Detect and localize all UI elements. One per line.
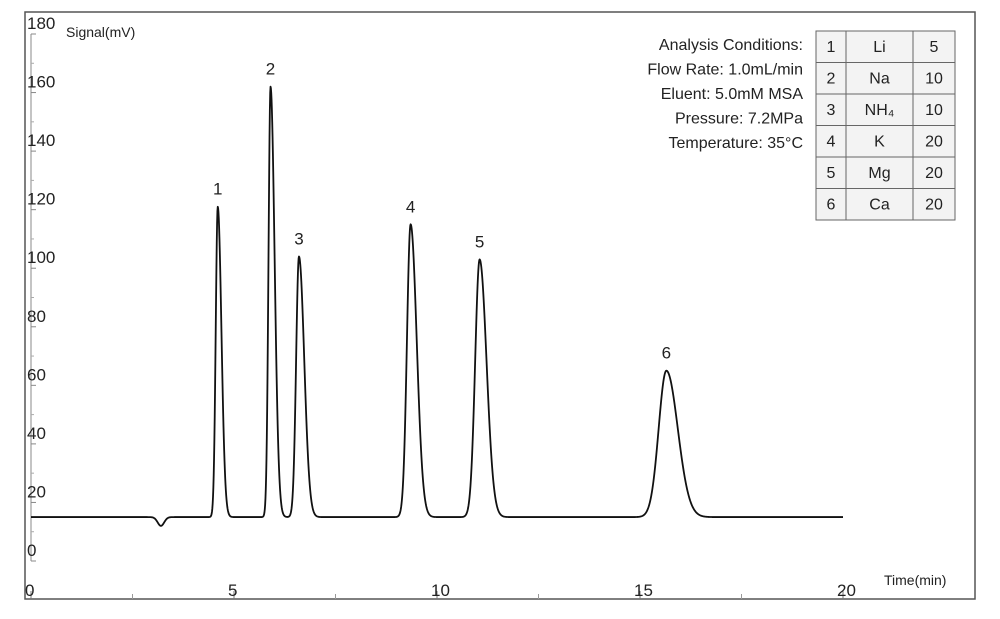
- table-cell: K: [874, 134, 885, 151]
- table-cell: 5: [930, 39, 939, 56]
- table-cell: Ca: [869, 197, 890, 214]
- table-cell: 20: [925, 134, 943, 151]
- table-cell: 3: [827, 102, 836, 119]
- condition-line: Pressure: 7.2MPa: [675, 111, 803, 128]
- x-tick-label: 15: [634, 581, 653, 600]
- analysis-conditions: Analysis Conditions: Flow Rate: 1.0mL/min…: [647, 37, 803, 152]
- y-axis: 0 20 40 60 80 100 120 140 160 180: [27, 14, 55, 562]
- table-cell: Li: [873, 39, 885, 56]
- y-tick-label: 80: [27, 307, 46, 326]
- table-cell: 6: [827, 197, 836, 214]
- y-tick-label: 60: [27, 365, 46, 384]
- peak-label: 5: [475, 232, 484, 251]
- y-tick-label: 120: [27, 190, 55, 209]
- y-tick-label: 20: [27, 482, 46, 501]
- x-tick-label: 0: [25, 581, 34, 600]
- peak-label: 1: [213, 180, 222, 199]
- table-cell: 1: [827, 39, 836, 56]
- condition-line: Flow Rate: 1.0mL/min: [647, 62, 803, 79]
- y-axis-title: Signal(mV): [66, 24, 135, 40]
- table-cell: Na: [869, 71, 890, 88]
- condition-line: Analysis Conditions:: [659, 37, 803, 54]
- table-cell: 5: [827, 165, 836, 182]
- condition-line: Eluent: 5.0mM MSA: [661, 86, 804, 103]
- peak-label: 4: [406, 197, 415, 216]
- table-cell: 2: [827, 71, 836, 88]
- y-tick-label: 40: [27, 424, 46, 443]
- y-tick-label: 140: [27, 131, 55, 150]
- table-cell: 10: [925, 102, 943, 119]
- y-tick-label: 100: [27, 248, 55, 267]
- y-tick-label: 180: [27, 14, 55, 33]
- x-axis: 0 5 10 15 20: [25, 581, 856, 600]
- table-cell: 10: [925, 71, 943, 88]
- peak-label: 3: [294, 230, 303, 249]
- peak-label: 6: [662, 344, 671, 363]
- table-cell: 20: [925, 165, 943, 182]
- table-cell: NH₄: [865, 102, 895, 119]
- ion-table: 1 Li 5 2 Na 10 3 NH₄ 10 4 K 20 5 Mg 20 6 Ca 20: [815, 30, 956, 221]
- x-axis-title: Time(min): [884, 572, 946, 588]
- x-tick-label: 20: [837, 581, 856, 600]
- table-cell: Mg: [868, 165, 890, 182]
- table-cell: 4: [827, 134, 836, 151]
- x-tick-label: 10: [431, 581, 450, 600]
- y-tick-label: 160: [27, 73, 55, 92]
- y-tick-label: 0: [27, 541, 36, 560]
- x-tick-label: 5: [228, 581, 237, 600]
- peak-label: 2: [266, 60, 275, 79]
- peak-labels: 1 2 3 4 5 6: [213, 60, 671, 363]
- signal-trace: [30, 85, 844, 527]
- table-cell: 20: [925, 197, 943, 214]
- condition-line: Temperature: 35°C: [669, 135, 803, 152]
